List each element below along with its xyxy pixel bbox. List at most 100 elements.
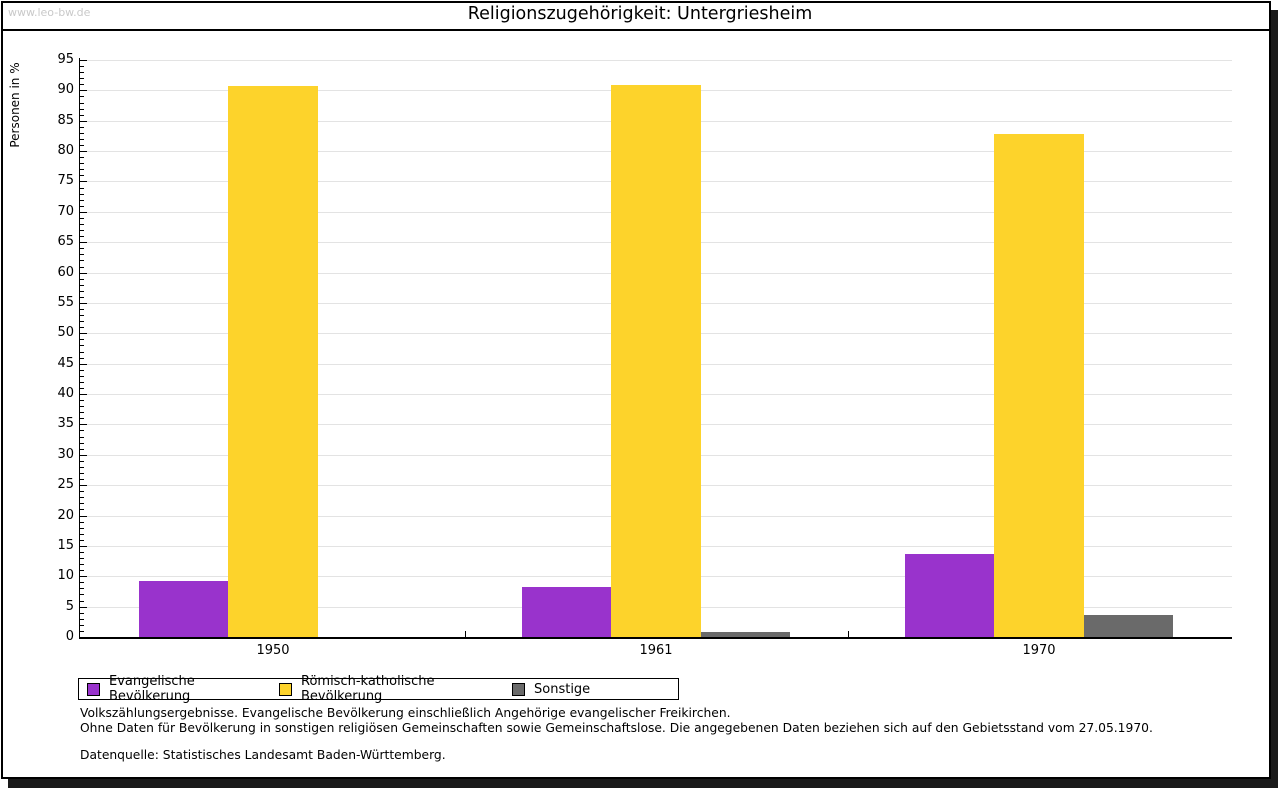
y-tick bbox=[80, 454, 87, 456]
y-tick bbox=[80, 594, 84, 596]
y-tick-label: 15 bbox=[57, 537, 74, 553]
y-tick bbox=[80, 120, 87, 122]
y-tick bbox=[80, 606, 87, 608]
y-tick bbox=[80, 527, 84, 529]
y-tick bbox=[80, 418, 84, 420]
y-tick bbox=[80, 309, 84, 311]
y-tick-label: 90 bbox=[57, 82, 74, 98]
y-tick bbox=[80, 102, 84, 104]
legend-swatch-sonstige-icon bbox=[512, 682, 525, 696]
legend-swatch-katholische-icon bbox=[279, 682, 292, 696]
y-tick-label: 50 bbox=[57, 325, 74, 341]
y-tick bbox=[80, 290, 84, 292]
y-tick bbox=[80, 193, 84, 195]
y-tick-label: 70 bbox=[57, 203, 74, 219]
y-tick-label: 30 bbox=[57, 446, 74, 462]
y-tick bbox=[80, 539, 84, 541]
y-tick bbox=[80, 315, 84, 317]
y-tick bbox=[80, 357, 84, 359]
y-tick bbox=[80, 406, 84, 408]
y-tick-label: 80 bbox=[57, 143, 74, 159]
y-tick bbox=[80, 381, 84, 383]
y-tick-label: 45 bbox=[57, 355, 74, 371]
y-tick-label: 75 bbox=[57, 173, 74, 189]
y-tick bbox=[80, 302, 87, 304]
y-tick bbox=[80, 132, 84, 134]
y-tick bbox=[80, 254, 84, 256]
y-tick bbox=[80, 163, 84, 165]
y-tick bbox=[80, 169, 84, 171]
y-tick-label: 5 bbox=[65, 598, 74, 614]
y-tick bbox=[80, 387, 84, 389]
y-tick-label: 0 bbox=[65, 629, 74, 644]
y-tick-label: 35 bbox=[57, 416, 74, 432]
y-tick bbox=[80, 217, 84, 219]
y-tick bbox=[80, 564, 84, 566]
y-tick bbox=[80, 624, 84, 626]
y-tick-label: 10 bbox=[57, 568, 74, 584]
bar-1961-series2 bbox=[700, 632, 791, 637]
y-tick bbox=[80, 551, 84, 553]
legend-swatch-evangelische-icon bbox=[87, 682, 100, 696]
y-tick-label: 20 bbox=[57, 507, 74, 523]
y-tick bbox=[80, 351, 84, 353]
y-tick bbox=[80, 108, 84, 110]
y-tick bbox=[80, 558, 84, 560]
y-tick bbox=[80, 327, 84, 329]
y-tick bbox=[80, 145, 84, 147]
y-tick bbox=[80, 503, 84, 505]
y-tick bbox=[80, 612, 84, 614]
title-divider bbox=[1, 29, 1271, 31]
y-tick bbox=[80, 321, 84, 323]
y-tick bbox=[80, 515, 87, 517]
y-tick bbox=[80, 442, 84, 444]
y-axis-line bbox=[79, 58, 80, 639]
y-tick bbox=[80, 412, 84, 414]
legend-label-evangelische: Evangelische Bevölkerung bbox=[109, 674, 195, 704]
y-tick bbox=[80, 394, 87, 396]
y-tick bbox=[80, 181, 87, 183]
x-axis-line bbox=[80, 637, 1232, 639]
y-tick bbox=[80, 521, 84, 523]
x-tick-label: 1950 bbox=[256, 643, 290, 658]
y-tick bbox=[80, 588, 84, 590]
footnote-line-1: Volkszählungsergebnisse. Evangelische Be… bbox=[80, 706, 731, 720]
y-tick bbox=[80, 90, 87, 92]
y-tick bbox=[80, 157, 84, 159]
legend-item-sonstige: Sonstige bbox=[512, 682, 590, 697]
y-tick bbox=[80, 248, 84, 250]
y-tick bbox=[80, 333, 87, 335]
y-tick bbox=[80, 126, 84, 128]
legend-item-evangelische: Evangelische Bevölkerung bbox=[87, 674, 279, 704]
y-tick bbox=[80, 60, 87, 61]
footnotes: Volkszählungsergebnisse. Evangelische Be… bbox=[80, 706, 1220, 735]
y-tick-label: 95 bbox=[57, 52, 74, 67]
y-tick bbox=[80, 339, 84, 341]
y-tick-label: 40 bbox=[57, 386, 74, 402]
y-tick bbox=[80, 460, 84, 462]
y-tick-label: 85 bbox=[57, 112, 74, 128]
y-tick bbox=[80, 618, 84, 620]
y-tick bbox=[80, 84, 84, 86]
bar-1961-series1 bbox=[611, 84, 701, 637]
legend-label-katholische: Römisch-katholische Bevölkerung bbox=[301, 674, 435, 704]
y-tick bbox=[80, 175, 84, 177]
y-tick bbox=[80, 78, 84, 80]
legend-label-sonstige: Sonstige bbox=[534, 681, 591, 697]
y-tick bbox=[80, 138, 84, 140]
y-tick bbox=[80, 479, 84, 481]
y-tick bbox=[80, 151, 87, 153]
y-tick-label: 55 bbox=[57, 294, 74, 310]
bar-1950-series0 bbox=[138, 581, 229, 637]
y-tick bbox=[80, 545, 87, 547]
y-tick-label: 25 bbox=[57, 477, 74, 493]
y-tick bbox=[80, 375, 84, 377]
y-tick bbox=[80, 448, 84, 450]
y-tick bbox=[80, 466, 84, 468]
y-tick bbox=[80, 272, 87, 274]
bar-1961-series0 bbox=[521, 586, 612, 637]
y-tick bbox=[80, 266, 84, 268]
y-tick bbox=[80, 223, 84, 225]
